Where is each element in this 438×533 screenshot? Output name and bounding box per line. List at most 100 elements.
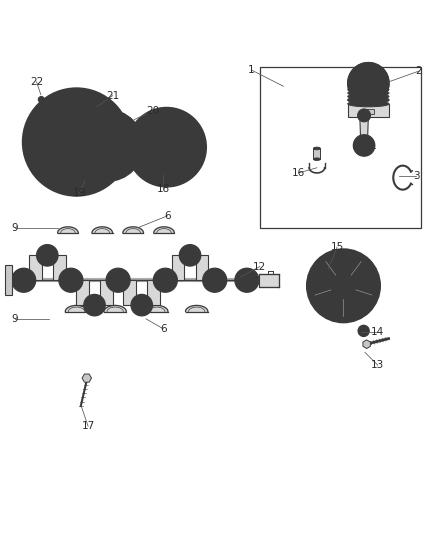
Circle shape <box>208 273 221 287</box>
Polygon shape <box>186 305 208 312</box>
Circle shape <box>112 273 125 287</box>
Polygon shape <box>154 227 174 233</box>
Text: 22: 22 <box>30 77 43 87</box>
Circle shape <box>136 116 198 178</box>
Text: 13: 13 <box>371 360 385 370</box>
Ellipse shape <box>348 90 389 96</box>
Circle shape <box>85 153 92 160</box>
Bar <box>363 109 374 114</box>
Circle shape <box>37 245 58 266</box>
Text: 20: 20 <box>146 106 159 116</box>
Circle shape <box>338 280 349 292</box>
Circle shape <box>203 268 227 292</box>
Circle shape <box>149 130 184 165</box>
Circle shape <box>131 294 152 316</box>
Text: 17: 17 <box>81 421 95 431</box>
Text: 21: 21 <box>106 91 119 101</box>
Circle shape <box>153 268 177 292</box>
Bar <box>259 274 279 287</box>
Circle shape <box>88 175 96 183</box>
Circle shape <box>240 273 254 287</box>
Circle shape <box>23 88 130 196</box>
Polygon shape <box>100 280 113 305</box>
Text: 6: 6 <box>160 324 166 334</box>
Circle shape <box>104 120 111 127</box>
Bar <box>348 104 389 117</box>
Text: 16: 16 <box>292 168 305 178</box>
Text: 9: 9 <box>12 314 18 324</box>
Circle shape <box>332 274 355 297</box>
Circle shape <box>361 112 367 118</box>
Text: 15: 15 <box>330 242 344 252</box>
Circle shape <box>59 268 83 292</box>
Circle shape <box>85 131 92 138</box>
Circle shape <box>127 108 206 187</box>
Polygon shape <box>147 280 160 305</box>
Circle shape <box>57 101 65 109</box>
Circle shape <box>353 135 375 156</box>
Circle shape <box>361 328 366 334</box>
Circle shape <box>57 175 65 183</box>
Polygon shape <box>104 305 126 312</box>
Text: 2: 2 <box>415 66 422 76</box>
Circle shape <box>307 249 380 322</box>
Circle shape <box>136 141 143 148</box>
Bar <box>260 67 421 228</box>
Bar <box>314 149 320 159</box>
Circle shape <box>101 139 114 152</box>
Ellipse shape <box>314 147 320 150</box>
Circle shape <box>358 325 369 336</box>
Text: 9: 9 <box>12 223 18 233</box>
Text: 6: 6 <box>164 211 171 221</box>
Circle shape <box>158 139 175 156</box>
Text: 12: 12 <box>253 262 266 271</box>
Circle shape <box>106 268 130 292</box>
Circle shape <box>110 154 117 161</box>
Polygon shape <box>58 227 78 233</box>
Circle shape <box>92 131 122 160</box>
Polygon shape <box>123 280 136 305</box>
Circle shape <box>358 140 370 151</box>
Text: 19: 19 <box>73 188 86 198</box>
Circle shape <box>35 154 43 161</box>
Circle shape <box>35 123 43 131</box>
Circle shape <box>63 128 90 156</box>
Text: 1: 1 <box>248 65 254 75</box>
Ellipse shape <box>348 96 389 103</box>
Ellipse shape <box>348 86 389 93</box>
Polygon shape <box>123 227 144 233</box>
Circle shape <box>312 254 375 317</box>
Polygon shape <box>145 305 168 312</box>
Circle shape <box>132 138 146 151</box>
Circle shape <box>123 153 130 160</box>
Circle shape <box>17 273 30 287</box>
Circle shape <box>358 109 371 122</box>
Ellipse shape <box>348 93 389 100</box>
Polygon shape <box>92 227 113 233</box>
Circle shape <box>348 62 389 104</box>
Circle shape <box>104 164 111 171</box>
Ellipse shape <box>348 101 389 107</box>
Text: 14: 14 <box>371 327 385 337</box>
Polygon shape <box>360 116 368 141</box>
Circle shape <box>88 101 96 109</box>
Ellipse shape <box>314 158 320 160</box>
Circle shape <box>12 268 36 292</box>
Polygon shape <box>65 305 88 312</box>
Polygon shape <box>53 255 66 280</box>
Circle shape <box>64 273 78 287</box>
Text: 18: 18 <box>156 184 170 194</box>
Circle shape <box>43 109 110 175</box>
Circle shape <box>159 273 172 287</box>
Polygon shape <box>76 280 89 305</box>
Circle shape <box>84 294 105 316</box>
Polygon shape <box>29 255 42 280</box>
Polygon shape <box>196 255 208 280</box>
Bar <box>5 265 12 295</box>
Circle shape <box>179 245 201 266</box>
Circle shape <box>38 96 44 102</box>
Circle shape <box>72 110 143 181</box>
Ellipse shape <box>348 96 389 103</box>
Circle shape <box>110 123 117 131</box>
Polygon shape <box>172 255 184 280</box>
